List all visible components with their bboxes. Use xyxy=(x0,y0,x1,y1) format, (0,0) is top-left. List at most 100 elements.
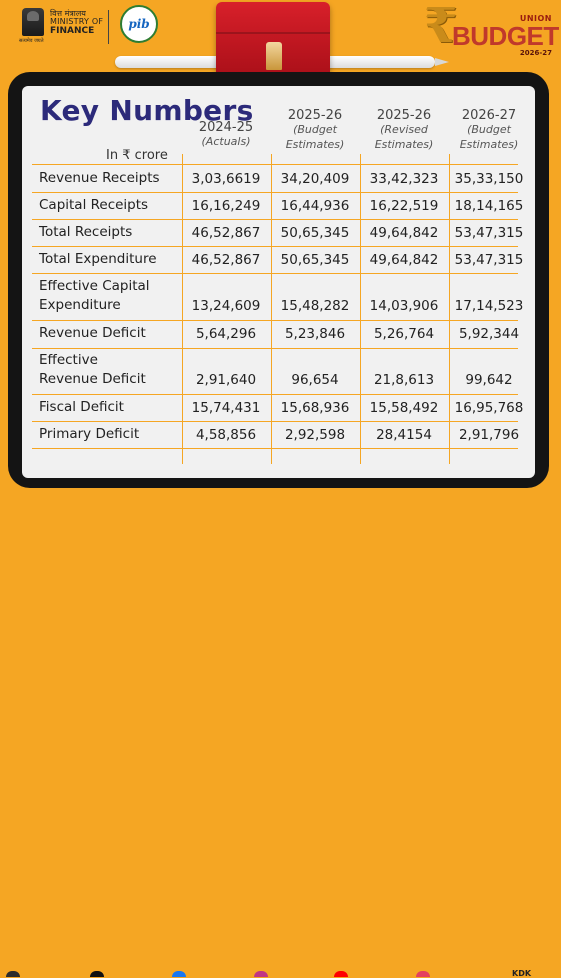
pib-logo-icon: pib xyxy=(120,5,158,43)
table-cell: 96,654 xyxy=(291,372,339,388)
column-sub2: Estimates) xyxy=(374,137,434,151)
table-cell: 15,58,492 xyxy=(369,400,439,416)
grid-hline xyxy=(32,164,518,165)
table-cell: 49,64,842 xyxy=(369,252,439,268)
column-header-budget-2026: 2026-27 (Budget Estimates) xyxy=(449,108,529,153)
brand-budget: BUDGET xyxy=(452,21,559,51)
table-cell: 5,92,344 xyxy=(458,326,520,342)
table-cell: 2,92,598 xyxy=(284,427,346,443)
emblem-caption: सत्यमेव जयते xyxy=(19,38,44,44)
grid-hline xyxy=(32,448,518,449)
header-divider xyxy=(108,10,109,44)
table-cell: 16,95,768 xyxy=(454,400,524,416)
table-cell: 2,91,640 xyxy=(195,372,257,388)
column-sub1: (Actuals) xyxy=(201,135,251,148)
ministry-line2: FINANCE xyxy=(50,25,95,36)
youtube-icon xyxy=(334,971,348,977)
brand-year: 2026-27 xyxy=(519,49,552,57)
national-emblem-icon xyxy=(22,8,44,36)
table-cell: 46,52,867 xyxy=(191,252,261,268)
row-label-revenue-receipts: Revenue Receipts xyxy=(39,170,160,186)
table-cell: 2,91,796 xyxy=(458,427,520,443)
ministry-line1: MINISTRY OF xyxy=(50,17,104,27)
table-cell: 99,642 xyxy=(465,372,513,388)
column-sub1: (Budget xyxy=(293,123,337,136)
row-label-line1: Effective Capital xyxy=(39,278,150,294)
grid-hline xyxy=(32,348,518,349)
column-year: 2024-25 xyxy=(198,120,254,135)
facebook-icon xyxy=(172,971,186,977)
table-cell: 53,47,315 xyxy=(454,252,524,268)
table-cell: 14,03,906 xyxy=(369,298,439,314)
ministry-logo-text: वित्त मंत्रालय MINISTRY OF FINANCE xyxy=(50,9,104,36)
instagram-icon xyxy=(254,971,268,977)
row-label-fiscal-deficit: Fiscal Deficit xyxy=(39,399,124,415)
header-bar: सत्यमेव जयते वित्त मंत्रालय MINISTRY OF … xyxy=(0,0,561,88)
grid-hline xyxy=(32,394,518,395)
table-cell: 16,44,936 xyxy=(280,198,350,214)
grid-vline xyxy=(271,154,272,464)
rupee-symbol-icon: ₹ xyxy=(424,0,458,54)
table-cell: 53,47,315 xyxy=(454,225,524,241)
table-cell: 35,33,150 xyxy=(454,171,524,187)
row-label-effective-revenue-deficit: Effective Revenue Deficit xyxy=(39,351,146,389)
column-sub2: Estimates) xyxy=(459,137,519,151)
column-sub1: (Revised xyxy=(380,123,428,136)
table-cell: 28,4154 xyxy=(376,427,432,443)
column-sub1: (Budget xyxy=(467,123,511,136)
row-label-line1: Effective xyxy=(39,352,98,368)
grid-hline xyxy=(32,421,518,422)
row-label-line2: Revenue Deficit xyxy=(39,371,146,387)
grid-hline xyxy=(32,246,518,247)
x-icon xyxy=(90,971,104,977)
signature-text: KDK xyxy=(512,969,532,978)
social-icon xyxy=(6,971,20,977)
table-cell: 4,58,856 xyxy=(195,427,257,443)
pib-logo-text: pib xyxy=(128,17,150,31)
row-label-primary-deficit: Primary Deficit xyxy=(39,426,140,442)
column-header-budget-2025: 2025-26 (Budget Estimates) xyxy=(271,108,359,153)
table-cell: 34,20,409 xyxy=(280,171,350,187)
union-budget-logo: UNION BUDGET 2026-27 xyxy=(452,14,559,57)
grid-vline xyxy=(182,154,183,464)
grid-hline xyxy=(32,192,518,193)
row-label-effective-capital-expenditure: Effective Capital Expenditure xyxy=(39,277,150,315)
grid-vline xyxy=(449,154,450,464)
row-label-total-expenditure: Total Expenditure xyxy=(39,251,157,267)
tablet-screen: Key Numbers In ₹ crore 2024-25 (Actuals)… xyxy=(22,86,535,478)
table-cell: 50,65,345 xyxy=(280,252,350,268)
brand-union: UNION xyxy=(519,14,552,23)
column-header-revised-2025: 2025-26 (Revised Estimates) xyxy=(360,108,448,153)
column-sub2: Estimates) xyxy=(285,137,345,151)
table-cell: 33,42,323 xyxy=(369,171,439,187)
grid-hline xyxy=(32,273,518,274)
table-cell: 15,68,936 xyxy=(280,400,350,416)
row-label-revenue-deficit: Revenue Deficit xyxy=(39,325,146,341)
row-label-capital-receipts: Capital Receipts xyxy=(39,197,149,213)
table-cell: 49,64,842 xyxy=(369,225,439,241)
tablet-frame: Key Numbers In ₹ crore 2024-25 (Actuals)… xyxy=(8,72,549,488)
table-cell: 3,03,6619 xyxy=(191,171,261,187)
table-cell: 50,65,345 xyxy=(280,225,350,241)
table-cell: 21,8,613 xyxy=(373,372,435,388)
ministry-hindi: वित्त मंत्रालय xyxy=(50,9,86,18)
row-label-total-receipts: Total Receipts xyxy=(39,224,133,240)
social-icon xyxy=(416,971,430,977)
table-cell: 17,14,523 xyxy=(454,298,524,314)
page-title: Key Numbers xyxy=(40,94,254,127)
column-header-actuals: 2024-25 (Actuals) xyxy=(182,108,270,150)
table-cell: 18,14,165 xyxy=(454,198,524,214)
grid-hline xyxy=(32,219,518,220)
column-year: 2025-26 xyxy=(287,108,343,123)
unit-label: In ₹ crore xyxy=(106,148,168,163)
table-cell: 15,74,431 xyxy=(191,400,261,416)
table-cell: 5,64,296 xyxy=(195,326,257,342)
social-footer: KDK xyxy=(0,484,561,978)
table-cell: 15,48,282 xyxy=(280,298,350,314)
column-year: 2026-27 xyxy=(461,108,517,123)
table-cell: 13,24,609 xyxy=(191,298,261,314)
table-cell: 16,22,519 xyxy=(369,198,439,214)
briefcase-emblem-icon xyxy=(266,42,282,70)
grid-vline xyxy=(360,154,361,464)
column-year: 2025-26 xyxy=(376,108,432,123)
